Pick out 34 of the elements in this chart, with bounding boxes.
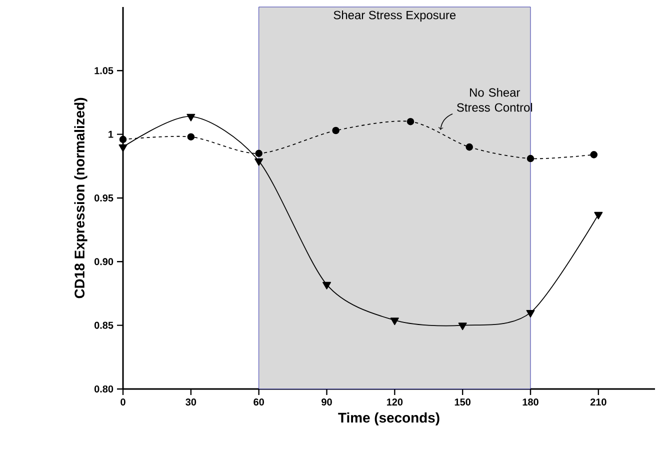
x-tick-label: 150 — [454, 398, 470, 406]
x-axis-title: Time (seconds) — [338, 412, 440, 426]
point — [526, 310, 535, 318]
point — [390, 318, 399, 326]
x-tick-label: 30 — [186, 398, 196, 406]
point — [406, 118, 414, 126]
x-tick-label: 60 — [254, 398, 264, 406]
point — [254, 158, 264, 166]
point — [119, 136, 127, 144]
x-tick-label: 210 — [590, 398, 606, 406]
x-tick-label: 120 — [386, 398, 403, 406]
y-tick-label: 1 — [108, 130, 114, 138]
band-label: Shear Stress Exposure — [334, 10, 456, 22]
point — [118, 144, 128, 152]
point — [458, 322, 467, 330]
x-tick-label: 180 — [522, 398, 538, 406]
y-tick-label: 1.05 — [94, 67, 114, 74]
annotation: No Shear Stress Control — [456, 88, 532, 112]
point — [466, 143, 474, 151]
y-tick-label: 0.90 — [94, 258, 114, 266]
x-tick-label: 0 — [120, 398, 126, 406]
x-tick-label: 90 — [322, 398, 332, 406]
point — [332, 126, 340, 134]
point — [590, 151, 598, 158]
point — [526, 154, 534, 162]
y-axis-title: CD18 Expression (normalized) — [74, 98, 88, 298]
point — [186, 114, 196, 122]
point — [594, 212, 603, 220]
y-tick-label: 0.85 — [94, 322, 114, 329]
y-tick-label: 0.80 — [94, 385, 114, 393]
point — [322, 282, 331, 290]
y-tick-label: 0.95 — [94, 194, 114, 202]
point — [187, 133, 195, 141]
point — [255, 150, 262, 158]
